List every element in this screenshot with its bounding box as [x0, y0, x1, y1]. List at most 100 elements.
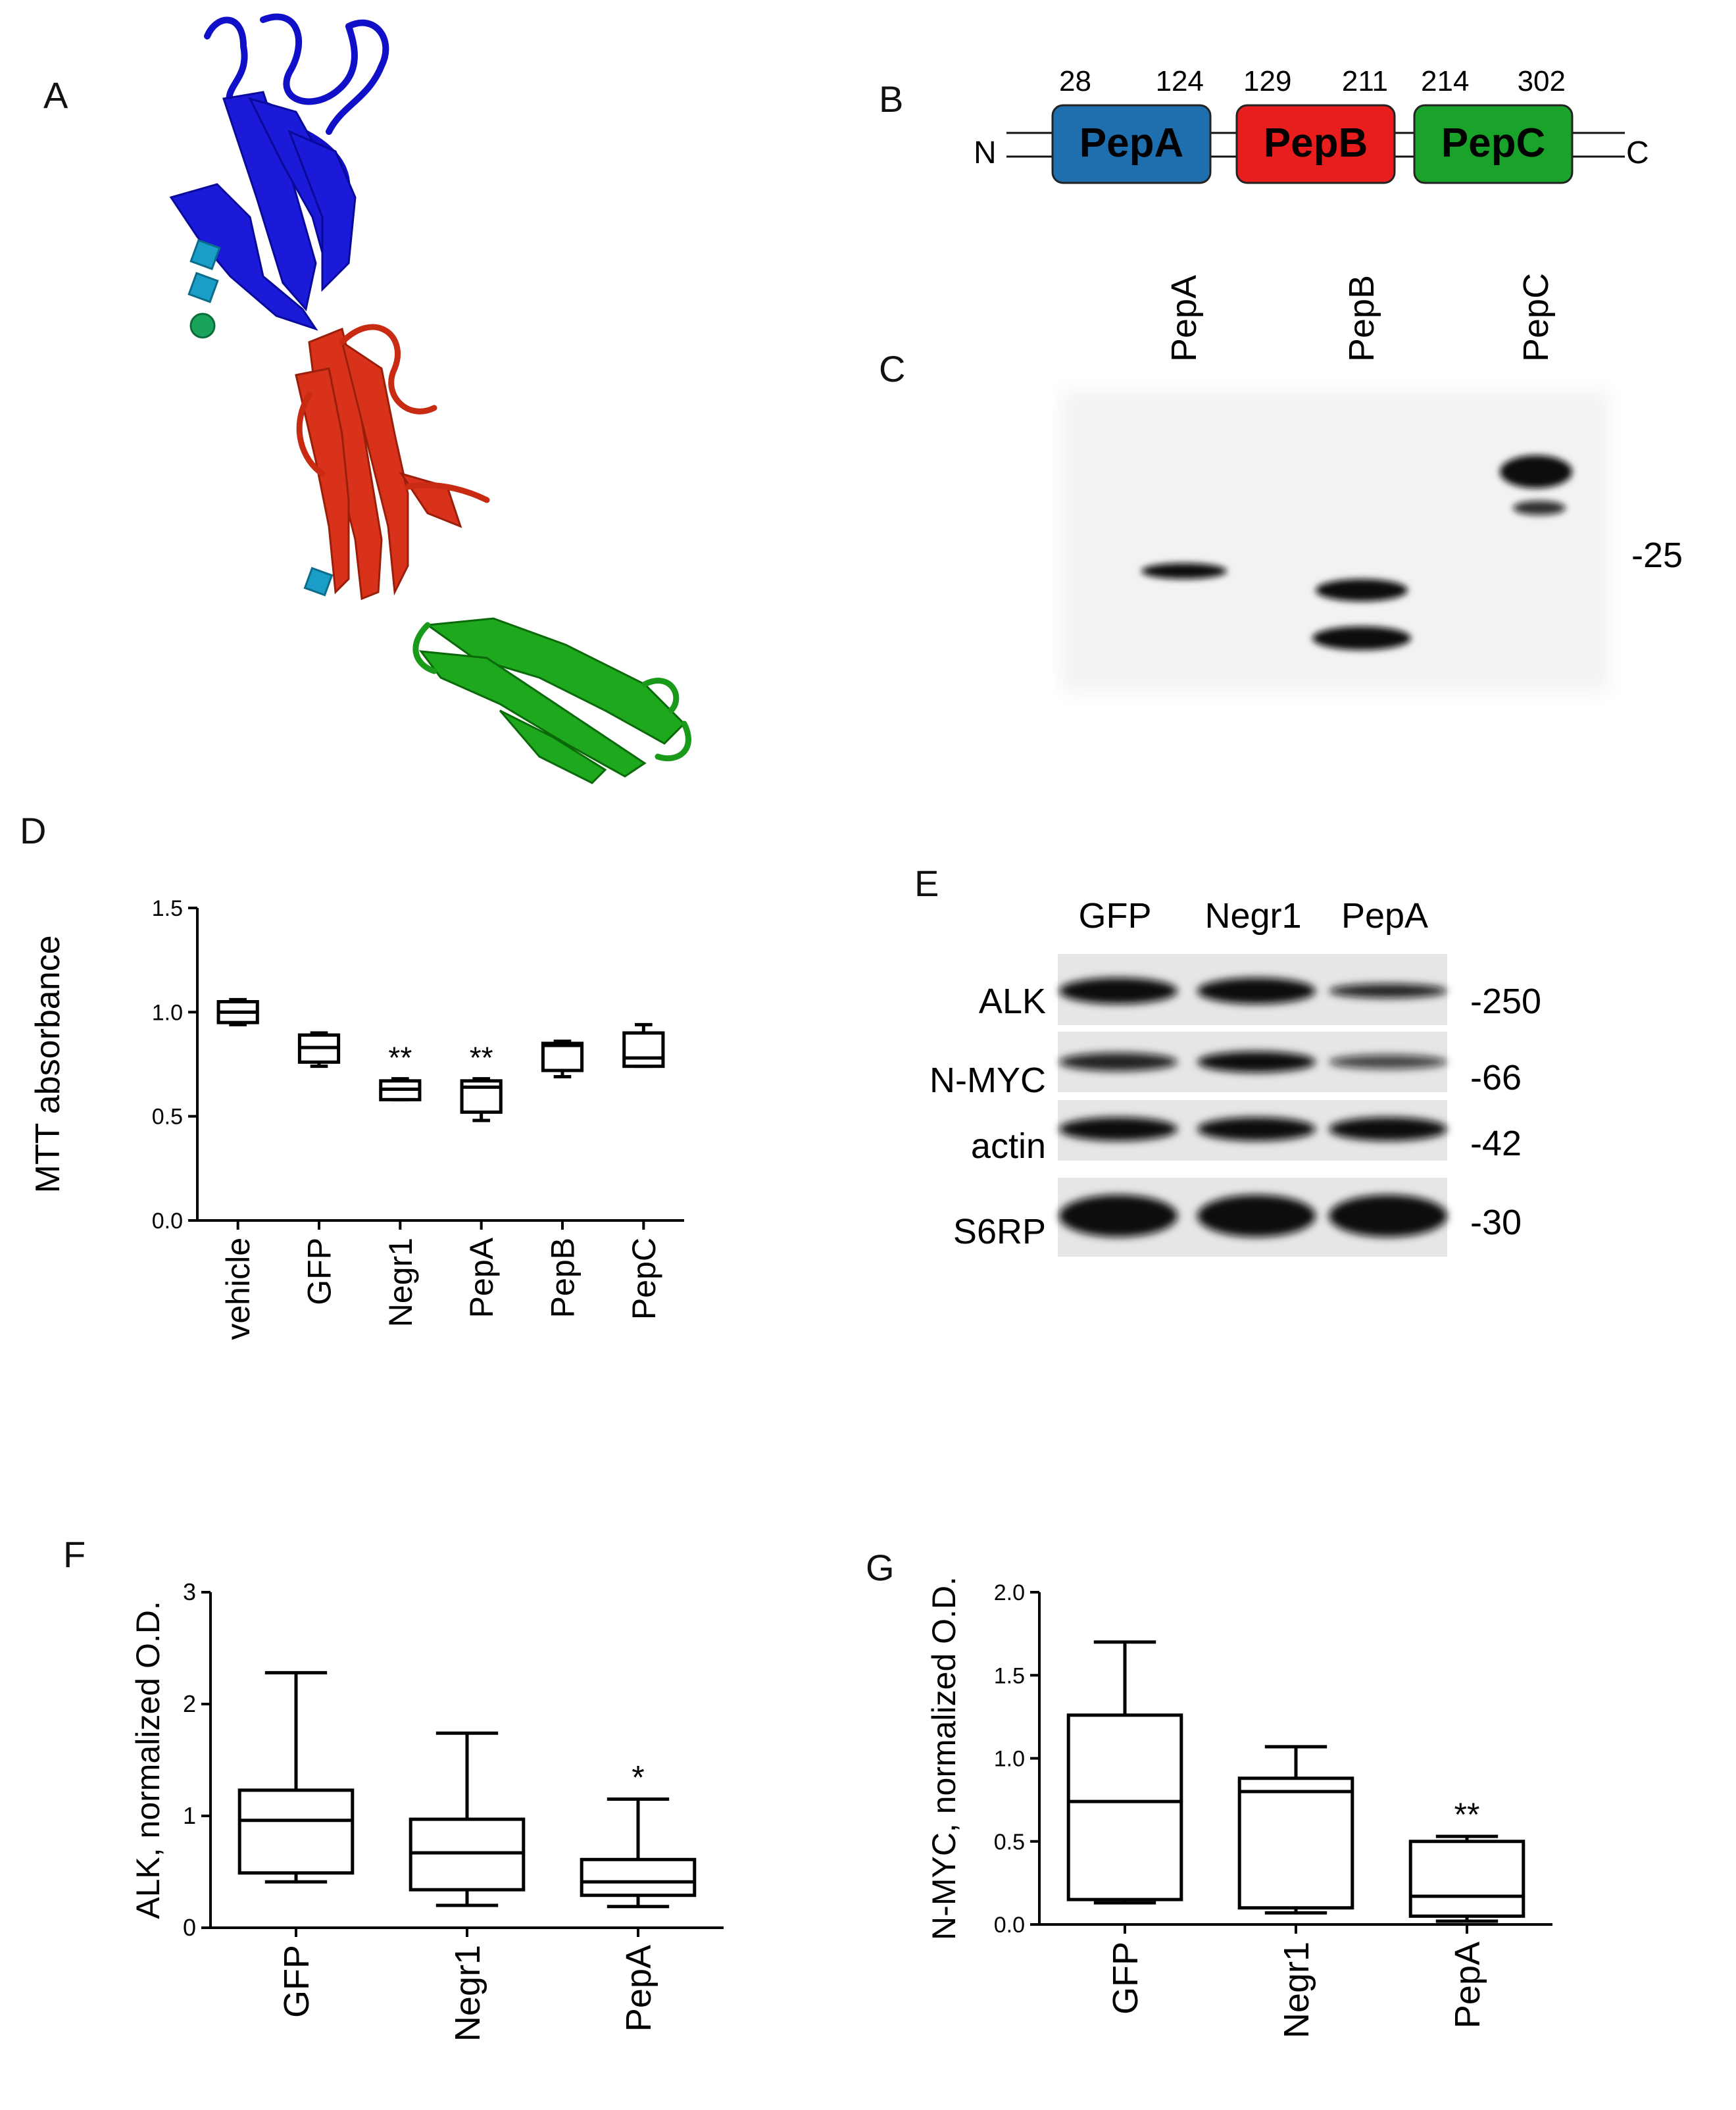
- blot-band: [1329, 1055, 1447, 1069]
- domain-map: N C PepA 28 124 PepB 129 211 PepC 214 302: [974, 65, 1649, 184]
- domain-box-pepb: [1235, 104, 1396, 184]
- blot-band: [1059, 1117, 1178, 1141]
- box-pepc: [622, 1022, 665, 1068]
- box-negr1: [1237, 1745, 1354, 1915]
- domain-end-pepc: 302: [1518, 65, 1566, 97]
- lane-label-pepb: PepB: [1342, 275, 1381, 362]
- marker-label-42: -42: [1470, 1124, 1522, 1163]
- marker-label-250: -250: [1470, 982, 1541, 1021]
- box-iqr: [237, 1788, 355, 1875]
- box-iqr: [541, 1042, 584, 1072]
- ribbon-domain-green: [418, 617, 686, 784]
- y-axis-label: MTT absorbance: [29, 935, 67, 1193]
- domain-end-pepb: 211: [1342, 65, 1388, 97]
- box-iqr: [580, 1857, 697, 1897]
- box-iqr: [622, 1031, 665, 1068]
- row-label-n-myc: N-MYC: [930, 1061, 1046, 1100]
- box-vehicle: [216, 997, 259, 1026]
- domain-box-pepc: [1413, 104, 1574, 184]
- domain-label-pepb: PepB: [1264, 120, 1368, 166]
- lane-label-gfp: GFP: [1078, 896, 1151, 936]
- y-tick-label: 2: [183, 1690, 196, 1717]
- panel-a-label: A: [43, 74, 68, 116]
- box-iqr: [1237, 1776, 1354, 1910]
- box-negr1: [409, 1731, 526, 1907]
- y-tick-label: 1.0: [152, 1000, 183, 1025]
- significance-mark: **: [1454, 1796, 1480, 1833]
- x-tick-label-vehicle: vehicle: [220, 1238, 257, 1340]
- western-blot-e: GFP Negr1 PepA ALK -250 N-MYC -66 actin -42 S6RP -…: [930, 896, 1541, 1257]
- x-tick-label-pepb: PepB: [545, 1238, 582, 1318]
- y-tick-label: 0: [183, 1914, 196, 1941]
- box-pepa: [580, 1797, 697, 1909]
- blot-band: [1059, 1195, 1178, 1237]
- blot-band: [1513, 501, 1566, 515]
- y-tick-label: 1: [183, 1802, 196, 1829]
- blot-band: [1197, 1051, 1316, 1072]
- blot-band: [1197, 1117, 1316, 1141]
- y-tick-label: 2.0: [994, 1580, 1025, 1605]
- marker-label-25: -25: [1631, 536, 1683, 575]
- y-tick-label: 0.5: [994, 1830, 1025, 1855]
- y-axis-label: N-MYC, normalized O.D.: [926, 1576, 962, 1940]
- box-iqr: [1408, 1840, 1525, 1918]
- x-tick-label-pepa: PepA: [619, 1945, 658, 2032]
- domain-start-pepa: 28: [1059, 65, 1091, 97]
- glycan-cluster: [187, 239, 334, 597]
- domain-label-pepc: PepC: [1441, 120, 1545, 166]
- y-tick-label: 1.0: [994, 1747, 1025, 1772]
- box-pepb: [541, 1040, 584, 1078]
- blot-band: [1329, 1117, 1447, 1141]
- lane-label-pepa: PepA: [1164, 275, 1204, 362]
- blot-band: [1141, 563, 1227, 579]
- y-tick-label: 0.0: [994, 1913, 1025, 1938]
- panel-b-label: B: [879, 78, 904, 120]
- box-iqr: [1066, 1713, 1183, 1901]
- y-tick-label: 0.5: [152, 1105, 183, 1130]
- n-terminus-label: N: [974, 136, 997, 170]
- x-tick-label-gfp: GFP: [277, 1945, 316, 2018]
- lane-label-pepc: PepC: [1516, 273, 1556, 362]
- box-gfp: [1066, 1640, 1183, 1905]
- ribbon-domain-blue-sheets: [169, 91, 357, 331]
- y-tick-label: 0.0: [152, 1209, 183, 1234]
- y-axis-label: ALK, normalized O.D.: [130, 1601, 166, 1919]
- panel-f-label: F: [63, 1534, 86, 1575]
- box-pepa: [460, 1077, 503, 1122]
- blot-band: [1500, 455, 1572, 488]
- blot-band: [1059, 978, 1178, 1004]
- panel-c-label: C: [879, 348, 906, 389]
- domain-end-pepa: 124: [1156, 65, 1204, 97]
- box-gfp: [237, 1670, 355, 1884]
- box-gfp: [297, 1031, 341, 1068]
- blot-band: [1329, 1195, 1447, 1237]
- chart-f-alk: 0 1 2 3 ALK, normalized O.D. GFP Negr1 PepA *: [130, 1579, 724, 2042]
- row-label-s6rp: S6RP: [953, 1212, 1046, 1251]
- row-label-alk: ALK: [979, 982, 1046, 1021]
- blot-band: [1059, 1053, 1178, 1071]
- panel-g-label: G: [866, 1547, 895, 1588]
- lane-label-negr1: Negr1: [1204, 896, 1301, 936]
- ribbon-domain-red: [295, 327, 462, 601]
- blot-band: [1197, 1195, 1316, 1237]
- x-tick-label-gfp: GFP: [301, 1238, 338, 1305]
- x-tick-label-pepc: PepC: [626, 1238, 662, 1320]
- domain-box-pepa: [1051, 104, 1212, 184]
- y-tick-label: 1.5: [152, 896, 183, 921]
- box-iqr: [409, 1817, 526, 1892]
- y-tick-label: 3: [183, 1579, 196, 1605]
- domain-start-pepc: 214: [1421, 65, 1469, 97]
- chart-g-nmyc: 0.0 0.5 1.0 1.5 2.0 N-MYC, normalized O.D. GFP…: [926, 1576, 1552, 2038]
- blot-band: [1197, 978, 1316, 1004]
- blot-band: [1316, 579, 1408, 601]
- panel-e-label: E: [914, 863, 939, 904]
- box-negr1: [379, 1077, 422, 1101]
- panel-d-label: D: [20, 810, 47, 851]
- blot-band: [1312, 626, 1411, 650]
- x-tick-label-pepa: PepA: [463, 1237, 500, 1318]
- protein-ribbon-structure: [169, 13, 691, 784]
- x-tick-label-negr1: Negr1: [382, 1238, 419, 1327]
- significance-mark: *: [632, 1759, 644, 1796]
- blot-band: [1329, 984, 1447, 998]
- x-tick-label-negr1: Negr1: [448, 1945, 487, 2042]
